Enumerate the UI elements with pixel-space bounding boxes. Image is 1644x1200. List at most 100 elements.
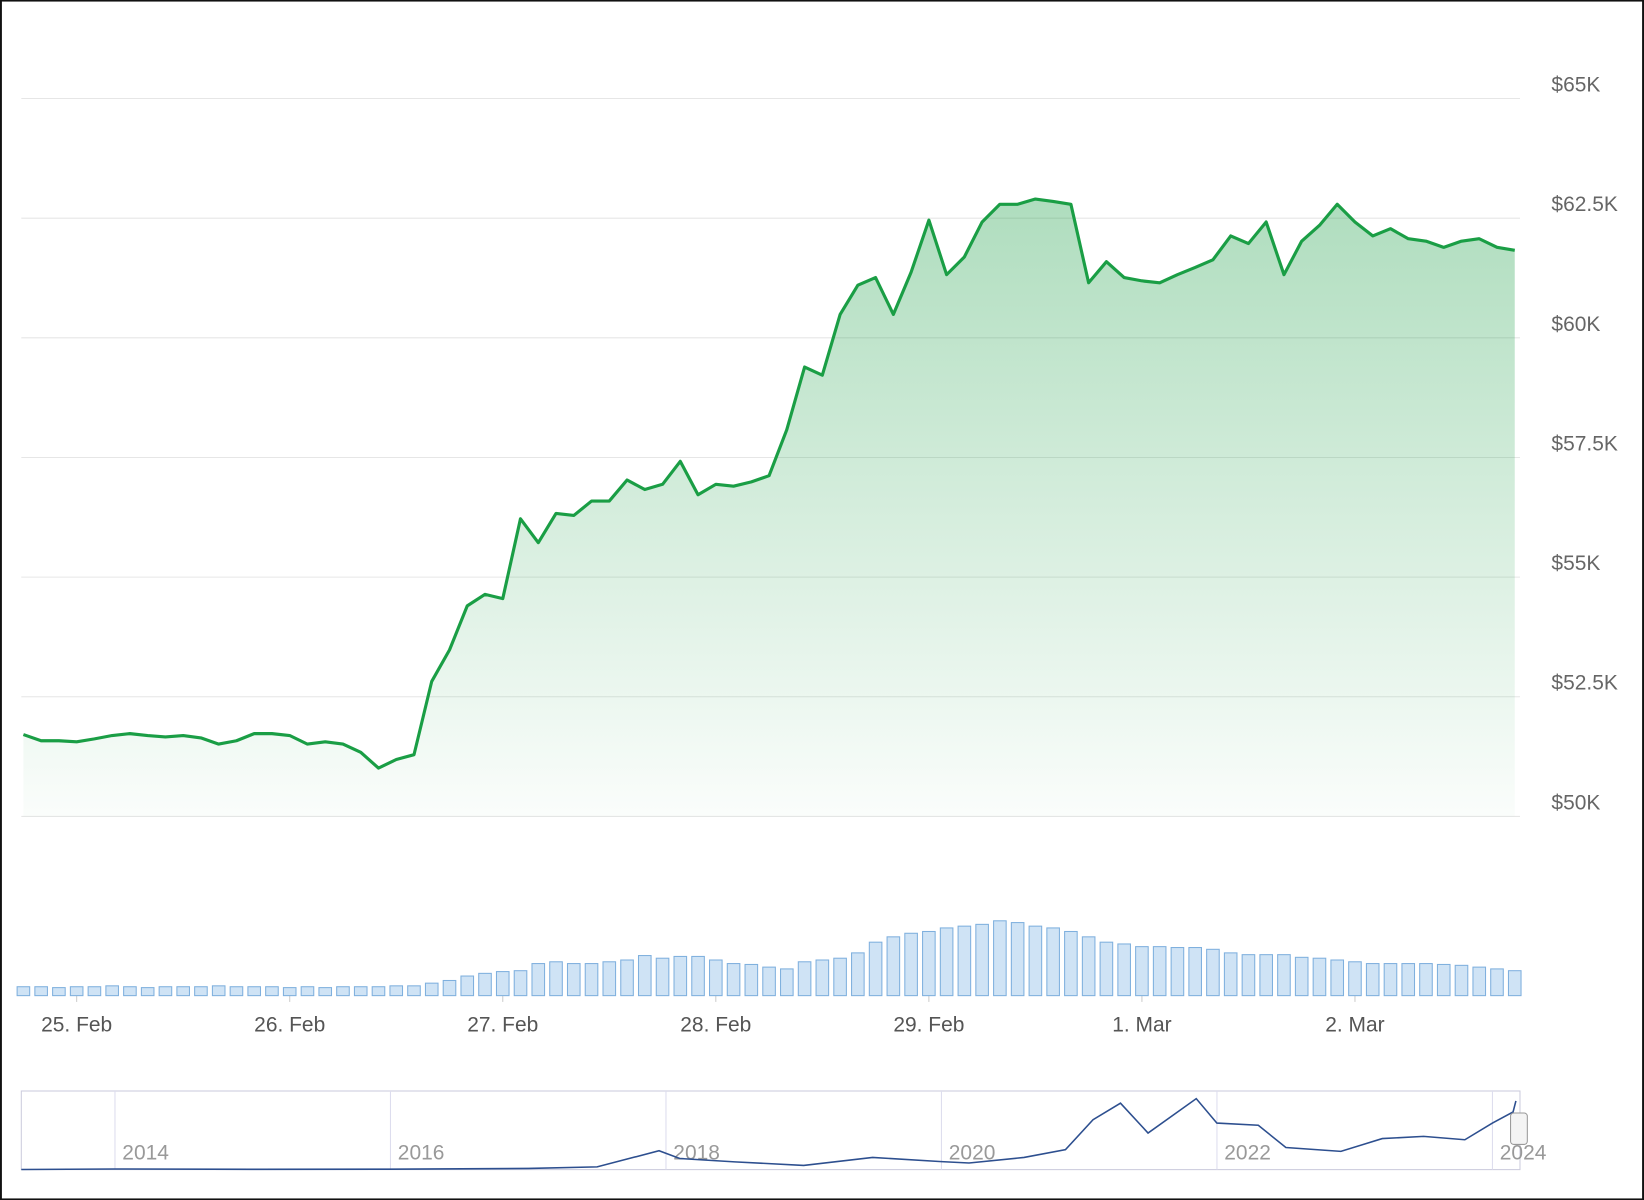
volume-bar [993,920,1007,997]
volume-bar [1294,956,1309,997]
volume-bar [1419,963,1433,997]
volume-bar [247,986,262,997]
volume-bar [16,986,31,997]
volume-bar [1436,963,1451,997]
volume-bar [1223,952,1238,997]
y-tick-label: $65K [1551,73,1600,96]
price-line [22,197,1516,770]
volume-bar [265,986,279,997]
volume-bar [158,986,173,997]
volume-bar [549,961,563,997]
volume-bar [1507,970,1522,997]
volume-bar [282,987,297,997]
volume-bar [531,963,546,997]
y-tick-label: $57.5K [1551,432,1617,455]
volume-bar [1490,968,1504,997]
volume-bar [353,986,368,997]
volume-bar [318,987,333,997]
volume-bar [1188,947,1202,997]
volume-bar [939,927,954,997]
volume-bar [922,930,936,997]
volume-bar [1152,946,1167,997]
volume-bar [52,987,66,997]
volume-bar [602,961,617,997]
volume-bar [726,963,741,997]
x-tick-label: 26. Feb [254,1014,325,1037]
navigator-tick-label: 2020 [949,1141,996,1164]
volume-bar [708,959,723,997]
navigator-tick-label: 2022 [1224,1141,1271,1164]
x-tick-label: 28. Feb [680,1014,751,1037]
volume-bar [229,986,244,997]
volume-bar [744,963,759,997]
y-tick-label: $62.5K [1551,193,1617,216]
navigator-tick-label: 2024 [1500,1141,1547,1164]
volume-bar [655,957,670,997]
y-tick-label: $52.5K [1551,672,1617,695]
navigator-line [21,1097,1517,1171]
volume-bar [371,986,386,997]
volume-bar [566,963,581,997]
volume-bar [1135,946,1149,997]
volume-bar [1277,954,1291,997]
navigator-handle[interactable] [1510,1112,1528,1145]
volume-bar [1454,964,1469,997]
volume-bar [833,957,847,997]
volume-bar [1046,927,1060,997]
volume-bar [975,923,989,997]
volume-bar [123,986,137,997]
volume-bar [762,966,776,997]
y-tick-label: $50K [1551,791,1600,814]
volume-bar [815,959,830,997]
volume-bar [389,985,404,997]
volume-bar [1312,957,1327,997]
volume-bar [513,970,528,997]
y-tick-label: $55K [1551,552,1600,575]
volume-bar [442,979,457,997]
volume-bar [1206,948,1220,997]
volume-bar [87,986,102,997]
volume-bar [194,986,208,997]
volume-bar [211,985,226,997]
volume-bar [34,986,48,997]
navigator-tick-label: 2014 [122,1141,169,1164]
price-area [23,199,1515,817]
volume-bar [478,972,492,997]
volume-bar [1010,922,1025,997]
volume-bar [1117,943,1131,997]
volume-bar [904,932,918,997]
volume-bar [140,987,155,997]
volume-bar [797,961,812,997]
x-tick-label: 27. Feb [467,1014,538,1037]
volume-bar [1081,936,1096,997]
x-tick-label: 1. Mar [1112,1014,1171,1037]
volume-bar [957,925,972,997]
volume-bar [886,936,901,997]
volume-bar [176,986,190,997]
volume-bar [1383,963,1398,997]
volume-bar [1099,941,1114,997]
volume-bar [407,985,421,997]
y-tick-label: $60K [1551,313,1600,336]
volume-bar [780,968,794,997]
volume-bar [300,986,315,997]
volume-bar [673,955,688,997]
volume-bar [69,986,84,997]
volume-bar [1365,963,1380,997]
volume-bar [1028,925,1043,997]
volume-bar [424,982,439,997]
x-tick-label: 29. Feb [893,1014,964,1037]
volume-bar [637,955,652,997]
x-tick-label: 2. Mar [1325,1014,1384,1037]
volume-bar [336,986,350,997]
volume-bar [584,963,599,997]
volume-bar [1241,954,1256,997]
volume-bar [620,959,634,997]
volume-bar [1348,961,1362,997]
navigator-tick-label: 2016 [398,1141,445,1164]
volume-bar [1064,930,1078,997]
volume-bar [1170,947,1185,997]
volume-bar [460,975,475,997]
